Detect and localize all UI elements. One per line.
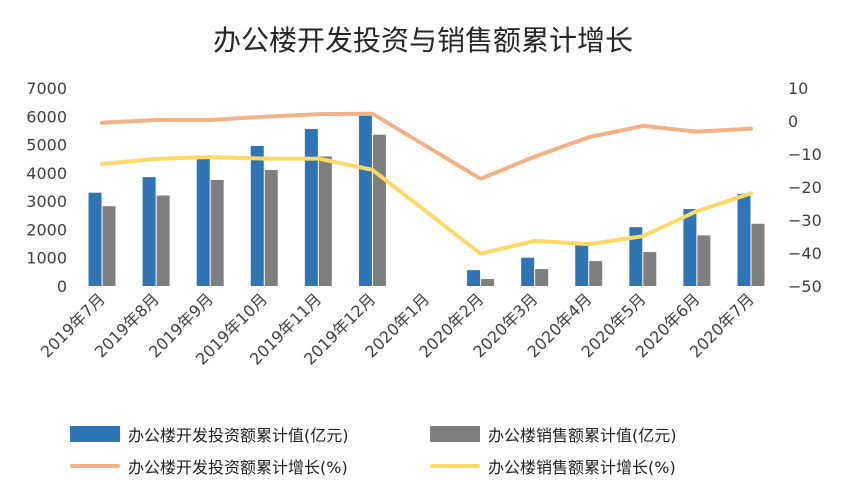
legend: 办公楼开发投资额累计值(亿元) 办公楼销售额累计值(亿元) 办公楼开发投资额累计… (70, 418, 790, 482)
bar (467, 270, 481, 286)
legend-label: 办公楼开发投资额累计值(亿元) (128, 426, 349, 445)
bar (358, 114, 372, 286)
bar (737, 193, 751, 286)
right-tick-label: −30 (788, 211, 822, 230)
legend-swatch (430, 464, 480, 468)
bar (683, 209, 697, 286)
bar (88, 192, 102, 286)
legend-label: 办公楼销售额累计值(亿元) (488, 426, 677, 445)
chart-title: 办公楼开发投资与销售额累计增长 (213, 24, 633, 57)
bar (643, 252, 657, 286)
left-tick-label: 0 (57, 277, 67, 296)
bar (521, 257, 535, 286)
bar (481, 278, 495, 286)
left-tick-label: 6000 (26, 107, 67, 126)
legend-label: 办公楼销售额累计增长(%) (488, 458, 676, 477)
left-tick-label: 5000 (26, 136, 67, 155)
left-tick-label: 7000 (26, 79, 67, 98)
bar-layer (88, 114, 765, 286)
legend-swatch (430, 426, 480, 442)
legend-item-investment-value: 办公楼开发投资额累计值(亿元) (70, 422, 430, 446)
bar (250, 145, 264, 286)
right-axis: −50 −40 −30 −20 −10 0 10 (788, 79, 822, 296)
bar (304, 129, 318, 286)
left-axis: 0 1000 2000 3000 4000 5000 6000 7000 (26, 79, 67, 296)
legend-item-sales-value: 办公楼销售额累计值(亿元) (430, 422, 790, 446)
legend-item-sales-growth: 办公楼销售额累计增长(%) (430, 454, 790, 478)
right-tick-label: 10 (788, 79, 808, 98)
right-tick-label: −50 (788, 277, 822, 296)
legend-item-investment-growth: 办公楼开发投资额累计增长(%) (70, 454, 430, 478)
bar (629, 227, 643, 286)
right-tick-label: −20 (788, 178, 822, 197)
right-tick-label: −10 (788, 145, 822, 164)
bar (142, 177, 156, 286)
series-line (100, 111, 753, 181)
right-tick-label: 0 (788, 112, 798, 131)
left-tick-label: 2000 (26, 220, 67, 239)
bar (318, 156, 332, 286)
left-tick-label: 4000 (26, 164, 67, 183)
bar (102, 206, 116, 286)
legend-swatch (70, 426, 120, 442)
series-line (100, 155, 753, 256)
line-layer (100, 111, 753, 256)
bar (575, 242, 589, 286)
left-tick-label: 1000 (26, 249, 67, 268)
bar (372, 134, 386, 286)
legend-swatch (70, 464, 120, 468)
left-tick-label: 3000 (26, 192, 67, 211)
bar (210, 179, 224, 286)
bar (264, 170, 278, 286)
x-axis: 2019年7月2019年8月2019年9月2019年10月2019年11月201… (37, 289, 758, 368)
bar (535, 269, 549, 286)
legend-label: 办公楼开发投资额累计增长(%) (128, 458, 348, 477)
bar (196, 158, 210, 286)
right-tick-label: −40 (788, 244, 822, 263)
bar (589, 261, 603, 286)
bar (156, 195, 170, 286)
bar (697, 235, 711, 286)
bar (751, 223, 765, 286)
